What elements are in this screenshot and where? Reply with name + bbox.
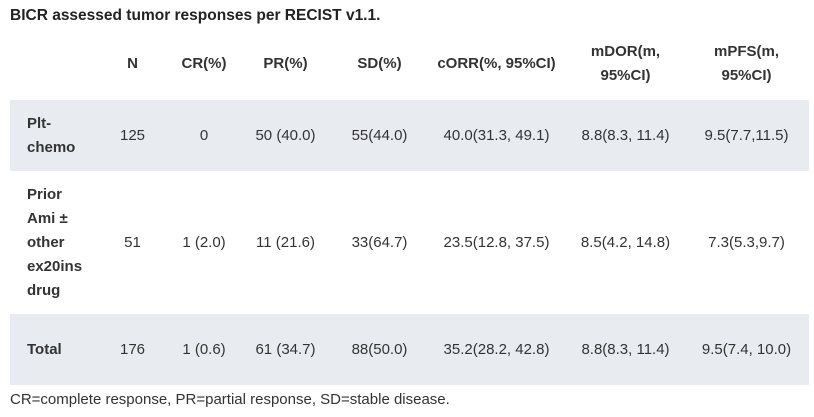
table-row-total: Total 176 1 (0.6) 61 (34.7) 88(50.0) 35.… — [10, 314, 809, 385]
table-row-prior-ami: Prior Ami ± other ex20ins drug 51 1 (2.0… — [10, 171, 809, 314]
header-cell-corr: cORR(%, 95%CI) — [437, 55, 556, 72]
cell-n: 125 — [95, 100, 170, 171]
cell-mdor: 8.5(4.2, 14.8) — [580, 233, 671, 251]
row-label: Prior Ami ± other ex20ins drug — [27, 185, 83, 299]
table-row-plt-chemo: Plt-chemo 125 0 50 (40.0) 55(44.0) 40.0(… — [10, 100, 809, 171]
table-title: BICR assessed tumor responses per RECIST… — [10, 7, 381, 24]
header-cell-n: N — [127, 55, 138, 72]
cell-corr: 23.5(12.8, 37.5) — [443, 233, 550, 251]
cell-sd: 55(44.0) — [333, 100, 426, 171]
cell-sd: 88(50.0) — [333, 314, 426, 385]
header-cell-cr: CR(%) — [181, 55, 227, 72]
cell-corr: 40.0(31.3, 49.1) — [426, 100, 567, 171]
cell-corr: 35.2(28.2, 42.8) — [426, 314, 567, 385]
header-cell-pr: PR(%) — [263, 55, 308, 72]
cell-mpfs: 7.3(5.3,9.7) — [708, 233, 785, 251]
cell-pr: 11 (21.6) — [256, 233, 315, 251]
row-label: Total — [10, 314, 95, 385]
cell-n: 176 — [95, 314, 170, 385]
header-cell-mdor: mDOR(m, 95%CI) — [590, 43, 661, 84]
header-cell-mpfs: mPFS(m, 95%CI) — [713, 43, 779, 84]
cell-cr: 1 (0.6) — [170, 314, 238, 385]
cell-n: 51 — [124, 233, 141, 251]
footnote: CR=complete response, PR=partial respons… — [10, 391, 450, 408]
cell-pr: 61 (34.7) — [238, 314, 333, 385]
cell-mpfs: 9.5(7.4, 10.0) — [684, 314, 809, 385]
cell-mpfs: 9.5(7.7,11.5) — [684, 100, 809, 171]
cell-sd: 33(64.7) — [351, 233, 408, 251]
cell-mdor: 8.8(8.3, 11.4) — [567, 314, 684, 385]
header-cell-blank — [10, 30, 95, 98]
cell-mdor: 8.8(8.3, 11.4) — [567, 100, 684, 171]
header-row: N CR(%) PR(%) SD(%) cORR(%, 95%CI) mDOR(… — [10, 30, 809, 98]
tumor-response-table: N CR(%) PR(%) SD(%) cORR(%, 95%CI) mDOR(… — [10, 30, 809, 385]
header-cell-sd: SD(%) — [357, 55, 402, 72]
cell-cr: 1 (2.0) — [182, 233, 226, 251]
cell-cr: 0 — [170, 100, 238, 171]
cell-pr: 50 (40.0) — [238, 100, 333, 171]
row-label: Plt-chemo — [10, 100, 95, 171]
